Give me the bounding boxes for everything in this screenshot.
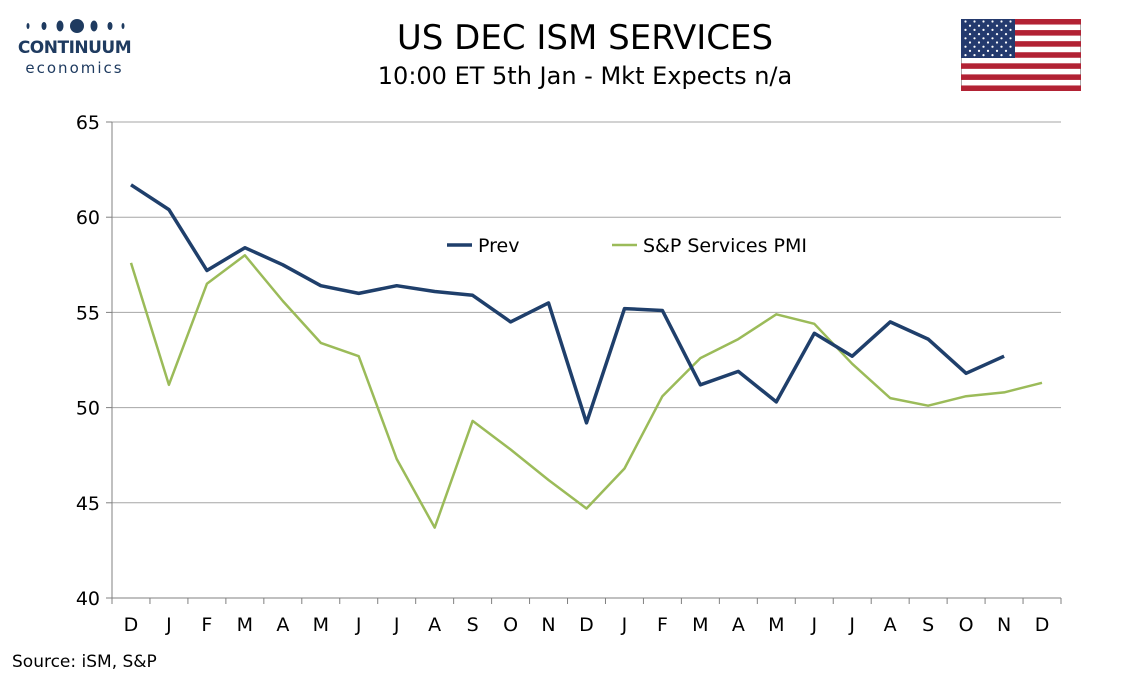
x-tick-label: A bbox=[884, 614, 897, 636]
gridlines bbox=[112, 121, 1061, 504]
logo-dots-icon bbox=[26, 19, 125, 33]
y-tick-label: 50 bbox=[76, 398, 100, 420]
y-tick-label: 55 bbox=[76, 302, 100, 324]
page-subtitle: 10:00 ET 5th Jan - Mkt Expects n/a bbox=[377, 62, 793, 90]
x-tick-label: A bbox=[732, 614, 745, 636]
x-tick-label: S bbox=[922, 614, 934, 636]
x-tick-label: F bbox=[201, 614, 212, 636]
x-tick-label: D bbox=[1035, 614, 1050, 636]
x-tick-label: J bbox=[355, 614, 362, 636]
x-tick-label: O bbox=[503, 614, 518, 636]
x-tick-label: J bbox=[165, 614, 172, 636]
page-title: US DEC ISM SERVICES bbox=[396, 18, 774, 58]
x-tick-label: A bbox=[276, 614, 289, 636]
x-tick-label: A bbox=[428, 614, 441, 636]
x-tick-label: N bbox=[997, 614, 1011, 636]
source-note: Source: iSM, S&P bbox=[12, 652, 157, 672]
us-flag-icon bbox=[961, 19, 1081, 91]
series-line-s-p-services-pmi bbox=[129, 254, 1043, 529]
logo-subtext: economics bbox=[25, 59, 124, 77]
series-line-prev bbox=[130, 183, 1005, 425]
logo-name: CONTINUUM bbox=[17, 38, 132, 58]
y-tick-label: 45 bbox=[76, 493, 100, 515]
x-tick-label: D bbox=[124, 614, 139, 636]
x-tick-label: J bbox=[810, 614, 817, 636]
legend: Prev S&P Services PMI bbox=[447, 235, 807, 257]
x-tick-label: J bbox=[848, 614, 855, 636]
x-tick-label: F bbox=[657, 614, 668, 636]
x-tick-label: M bbox=[692, 614, 708, 636]
x-tick-label: N bbox=[541, 614, 555, 636]
axes: 40 45 50 55 60 65 D J F M A M J J A S O N D J F M A M J J A S O N D bbox=[76, 112, 1062, 636]
x-tick-label: M bbox=[237, 614, 253, 636]
x-tick-label: M bbox=[313, 614, 329, 636]
x-tick-label: J bbox=[621, 614, 628, 636]
x-tick-label: M bbox=[768, 614, 784, 636]
x-tick-label: D bbox=[579, 614, 594, 636]
y-tick-label: 65 bbox=[76, 112, 100, 134]
y-tick-label: 60 bbox=[76, 207, 100, 229]
y-tick-label: 40 bbox=[76, 588, 100, 610]
x-tick-label: S bbox=[467, 614, 479, 636]
continuum-logo: CONTINUUM economics bbox=[12, 12, 137, 82]
legend-label: S&P Services PMI bbox=[643, 235, 807, 257]
series-lines bbox=[129, 183, 1043, 529]
x-tick-label: O bbox=[959, 614, 974, 636]
x-tick-label: J bbox=[393, 614, 400, 636]
legend-label: Prev bbox=[478, 235, 519, 257]
